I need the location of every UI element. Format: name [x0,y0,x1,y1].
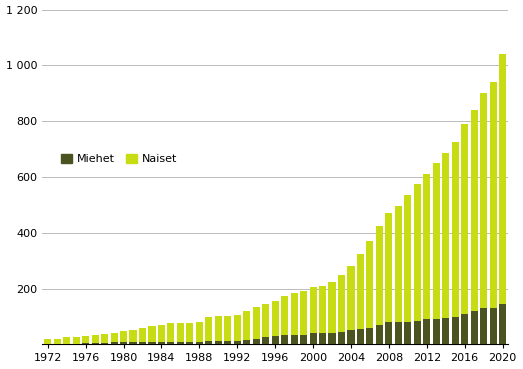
Bar [385,213,392,322]
Bar [130,330,137,342]
Bar [395,322,402,344]
Bar [480,308,487,344]
Bar [300,335,307,344]
Bar [291,335,298,344]
Bar [310,333,316,344]
Bar [338,332,345,344]
Bar [167,342,175,344]
Bar [234,314,241,341]
Bar [480,93,487,308]
Bar [92,343,99,344]
Bar [347,331,355,344]
Bar [139,328,146,342]
Bar [490,82,497,308]
Bar [120,342,127,344]
Bar [499,304,506,344]
Bar [310,287,316,333]
Bar [243,311,251,340]
Bar [139,342,146,344]
Bar [177,324,184,342]
Bar [54,339,61,344]
Bar [110,342,118,344]
Bar [101,343,108,344]
Bar [253,307,260,339]
Bar [461,124,468,314]
Bar [490,308,497,344]
Bar [92,335,99,343]
Bar [73,337,79,344]
Bar [291,293,298,335]
Bar [442,318,449,344]
Bar [328,333,336,344]
Bar [253,339,260,344]
Bar [196,342,203,344]
Bar [471,311,477,344]
Bar [271,301,279,336]
Bar [385,322,392,344]
Bar [44,339,51,344]
Bar [452,142,459,317]
Bar [243,340,251,344]
Bar [499,54,506,304]
Bar [404,195,412,322]
Bar [404,322,412,344]
Bar [357,254,364,329]
Legend: Miehet, Naiset: Miehet, Naiset [57,149,181,168]
Bar [82,343,89,344]
Bar [395,206,402,322]
Bar [205,341,212,344]
Bar [177,342,184,344]
Bar [471,110,477,311]
Bar [300,292,307,335]
Bar [262,337,269,344]
Bar [357,329,364,344]
Bar [186,323,194,342]
Bar [224,316,231,341]
Bar [271,336,279,344]
Bar [281,335,288,344]
Bar [215,316,222,341]
Bar [167,324,175,342]
Bar [452,317,459,344]
Bar [366,241,373,328]
Bar [347,266,355,331]
Bar [205,317,212,341]
Bar [414,321,421,344]
Bar [262,304,269,337]
Bar [442,153,449,318]
Bar [186,342,194,344]
Bar [423,319,430,344]
Bar [319,286,326,333]
Bar [414,184,421,321]
Bar [120,331,127,342]
Bar [281,296,288,335]
Bar [328,282,336,333]
Bar [149,342,155,344]
Bar [63,337,70,344]
Bar [376,325,383,344]
Bar [130,342,137,344]
Bar [82,336,89,343]
Bar [366,328,373,344]
Bar [433,163,440,319]
Bar [319,333,326,344]
Bar [158,325,165,342]
Bar [461,314,468,344]
Bar [338,275,345,332]
Bar [158,342,165,344]
Bar [101,334,108,343]
Bar [196,321,203,342]
Bar [215,341,222,344]
Bar [376,226,383,325]
Bar [224,341,231,344]
Bar [433,319,440,344]
Bar [110,333,118,342]
Bar [149,326,155,342]
Bar [234,341,241,344]
Bar [423,174,430,319]
